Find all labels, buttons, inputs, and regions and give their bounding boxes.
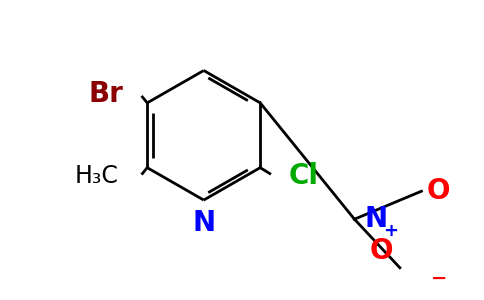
- Text: H₃C: H₃C: [75, 164, 119, 188]
- Text: N: N: [192, 209, 215, 237]
- Text: Br: Br: [89, 80, 123, 108]
- Text: −: −: [431, 268, 447, 288]
- Text: +: +: [383, 222, 398, 240]
- Text: O: O: [426, 177, 450, 205]
- Text: Cl: Cl: [289, 163, 319, 190]
- Text: O: O: [369, 237, 393, 265]
- Text: N: N: [364, 205, 387, 233]
